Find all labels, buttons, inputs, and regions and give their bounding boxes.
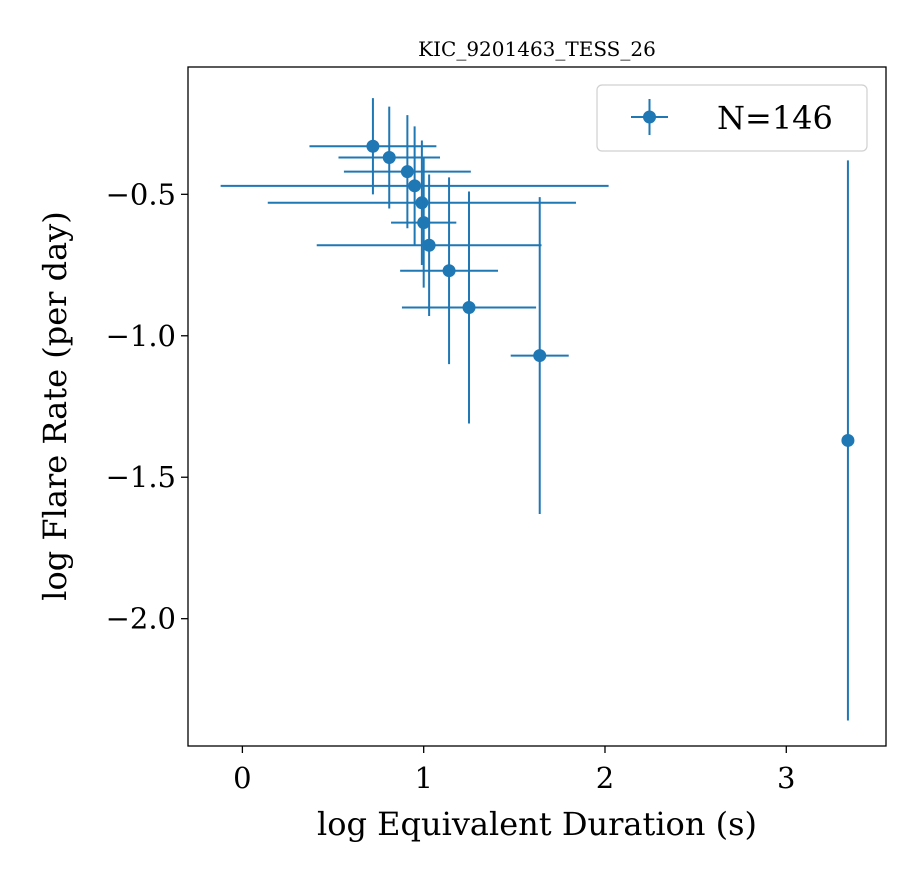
x-tick-label: 1	[414, 761, 432, 795]
y-axis-ticks: −2.0 −1.5 −1.0 −0.5	[106, 177, 188, 636]
data-point	[343, 115, 471, 229]
point-marker	[382, 151, 396, 165]
y-tick-label: −2.0	[106, 602, 176, 636]
x-tick-label: 3	[777, 761, 795, 795]
data-layer	[220, 98, 855, 721]
plot-frame	[187, 66, 887, 747]
x-tick-label: 2	[596, 761, 614, 795]
point-marker	[400, 165, 414, 179]
data-point	[391, 157, 457, 288]
legend: N=146	[596, 84, 868, 152]
legend-marker-point	[643, 110, 656, 124]
point-marker	[417, 216, 431, 230]
data-point	[220, 126, 609, 246]
data-point	[400, 177, 499, 365]
y-tick-label: −1.0	[106, 319, 176, 353]
point-marker	[533, 349, 547, 363]
y-axis-label: log Flare Rate (per day)	[36, 211, 74, 600]
point-marker	[442, 264, 456, 278]
point-marker	[462, 300, 476, 314]
x-axis-ticks: 0 1 2 3	[233, 746, 796, 795]
chart-title: KIC_9201463_TESS_26	[418, 37, 656, 61]
point-marker	[408, 179, 422, 193]
point-marker	[366, 139, 380, 153]
legend-box	[596, 84, 868, 152]
point-marker	[422, 238, 436, 252]
data-point	[510, 197, 569, 515]
legend-label: N=146	[717, 99, 833, 137]
x-tick-label: 0	[233, 761, 251, 795]
data-point	[841, 160, 855, 721]
data-point	[401, 191, 537, 424]
x-axis-label: log Equivalent Duration (s)	[317, 805, 757, 843]
y-tick-label: −1.5	[106, 460, 176, 494]
point-marker	[841, 433, 855, 447]
y-tick-label: −0.5	[106, 177, 176, 211]
point-marker	[415, 196, 429, 210]
plot-background	[188, 67, 886, 746]
data-point	[316, 174, 542, 316]
